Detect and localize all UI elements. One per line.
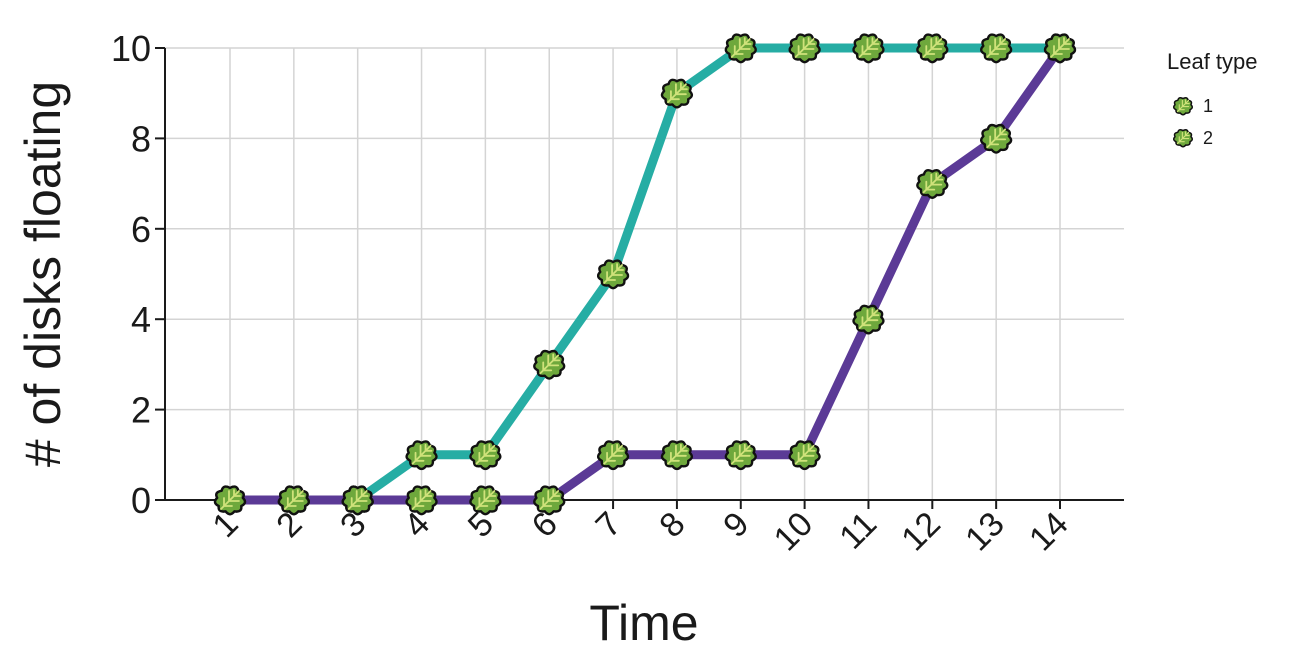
data-point-series-2-x6 — [533, 485, 566, 516]
data-point-series-2-x11 — [852, 304, 885, 335]
data-point-series-1-x6 — [533, 349, 566, 380]
legend-items: 12 — [1173, 96, 1213, 148]
series-markers — [213, 33, 1077, 516]
x-axis-title: Time — [589, 595, 698, 651]
data-point-series-2-x13 — [980, 123, 1013, 154]
data-point-series-2-x4 — [405, 485, 438, 516]
x-tick-label: 14 — [1022, 505, 1076, 559]
data-point-series-1-x13 — [980, 33, 1013, 64]
x-tick-label: 9 — [716, 505, 756, 545]
legend-label-2: 2 — [1203, 128, 1213, 148]
data-point-series-1-x14 — [1043, 33, 1077, 64]
series-line-2 — [225, 43, 1065, 505]
y-tick-label: 6 — [131, 209, 151, 250]
legend-marker-2 — [1173, 128, 1193, 148]
data-point-series-2-x5 — [469, 485, 502, 516]
data-point-series-1-x12 — [916, 33, 949, 64]
x-tick-label: 13 — [958, 505, 1012, 559]
data-point-series-1-x11 — [852, 33, 885, 64]
data-point-series-2-x12 — [916, 169, 949, 199]
data-point-series-1-x8 — [660, 78, 694, 109]
axes — [164, 48, 1124, 501]
data-point-series-2-x8 — [660, 440, 694, 471]
legend: Leaf type 12 — [1167, 49, 1258, 148]
grid — [165, 47, 1124, 501]
y-tick-label: 8 — [131, 118, 151, 159]
x-tick-label: 7 — [588, 505, 628, 545]
x-tick-label: 11 — [832, 505, 884, 557]
y-ticks: 0 2 4 6 8 10 — [111, 28, 165, 521]
data-point-series-2-x9 — [724, 440, 757, 471]
data-point-series-1-x4 — [405, 440, 438, 471]
x-ticks: 1 2 3 4 5 6 7 8 9 10 11 12 13 14 — [205, 500, 1076, 559]
data-point-series-1-x3 — [341, 485, 374, 516]
legend-label-1: 1 — [1203, 96, 1213, 116]
data-point-series-1-x10 — [788, 33, 821, 64]
legend-title: Leaf type — [1167, 49, 1258, 74]
data-point-series-1-x1 — [213, 485, 247, 516]
data-point-series-1-x5 — [469, 440, 502, 471]
data-point-series-1-x9 — [724, 33, 757, 64]
x-tick-label: 8 — [652, 505, 692, 545]
data-point-series-1-x7 — [596, 259, 630, 290]
data-point-series-2-x10 — [788, 440, 821, 471]
y-tick-label: 4 — [131, 299, 151, 340]
y-axis-title: # of disks floating — [15, 81, 71, 467]
y-tick-label: 0 — [131, 480, 151, 521]
data-point-series-1-x2 — [277, 485, 310, 516]
data-point-series-2-x7 — [596, 440, 630, 471]
series-line-1 — [225, 43, 1065, 505]
y-tick-label: 10 — [111, 28, 151, 69]
legend-marker-1 — [1173, 96, 1193, 116]
y-tick-label: 2 — [131, 390, 151, 431]
x-tick-label: 12 — [894, 505, 948, 559]
series-lines — [225, 43, 1065, 505]
x-tick-label: 10 — [767, 505, 821, 559]
